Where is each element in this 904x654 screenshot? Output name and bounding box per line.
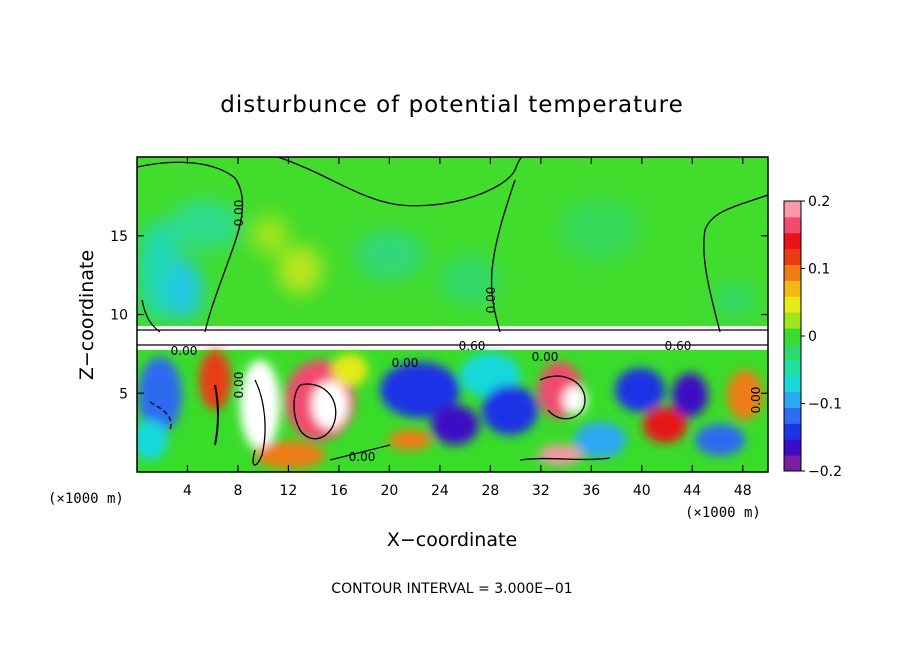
x-unit-label-left: (×1000 m)	[48, 491, 124, 507]
x-axis: 4 8 12 16 20 24 28 32 36 40 44 48	[183, 157, 752, 499]
x-tick-label: 20	[380, 483, 398, 499]
x-tick-label: 16	[330, 483, 348, 499]
upper-layer-field	[137, 157, 768, 332]
lower-layer-anomalies	[137, 350, 763, 469]
contour-interval-footer: CONTOUR INTERVAL = 3.000E−01	[331, 581, 572, 597]
colorbar-tick-label: −0.1	[808, 397, 842, 413]
contour-label: 0.60	[459, 339, 486, 353]
colorbar-swatch	[784, 328, 801, 345]
colorbar-swatch	[784, 216, 801, 234]
colorbar-swatch	[784, 359, 801, 377]
colorbar-swatch	[784, 391, 801, 408]
colorbar: 0.2 0.1 0 −0.1 −0.2	[783, 194, 842, 480]
colorbar-swatch	[784, 232, 801, 250]
colorbar-swatch	[784, 248, 801, 266]
colorbar-swatch	[784, 201, 801, 218]
contour-label: 0.00	[532, 350, 559, 364]
upper-layer-anomalies	[138, 200, 757, 320]
x-axis-label: X−coordinate	[387, 529, 517, 551]
x-tick-label: 44	[683, 483, 701, 499]
x-tick-label: 36	[582, 483, 600, 499]
colorbar-swatch	[784, 312, 801, 329]
contour-label: 0.00	[232, 372, 246, 399]
contour-label: 0.00	[232, 200, 246, 227]
contour-labels: 0.00 0.00 0.00 0.00 0.00 0.00 0.60 0.00 …	[171, 200, 763, 464]
y-tick-label: 15	[110, 229, 128, 245]
colorbar-tick-label: 0.2	[808, 194, 830, 210]
colorbar-swatch	[784, 296, 801, 313]
x-tick-label: 40	[633, 483, 651, 499]
colorbar-swatch	[784, 455, 801, 472]
plot-area: 0.00 0.00 0.00 0.00 0.00 0.00 0.60 0.00 …	[137, 157, 768, 472]
contour-label: 0.00	[392, 356, 419, 370]
y-axis: 5 10 15	[110, 229, 768, 402]
colorbar-swatch	[784, 280, 801, 297]
x-tick-label: 24	[431, 483, 449, 499]
colorbar-swatch	[784, 375, 801, 393]
contour-label: 0.60	[665, 339, 692, 353]
chart-title: disturbunce of potential temperature	[220, 92, 684, 118]
colorbar-swatch	[784, 423, 801, 440]
contour-label: 0.00	[171, 344, 198, 358]
contour-label: 0.00	[749, 387, 763, 414]
colorbar-swatch	[784, 343, 801, 361]
contour-label: 0.00	[349, 450, 376, 464]
x-tick-label: 32	[532, 483, 550, 499]
y-tick-label: 10	[110, 308, 128, 324]
contour-lines	[137, 157, 768, 466]
x-tick-label: 4	[183, 483, 192, 499]
colorbar-swatch	[784, 264, 801, 281]
colorbar-tick-label: 0	[808, 329, 817, 345]
x-tick-label: 28	[481, 483, 499, 499]
y-tick-label: 5	[119, 386, 128, 402]
x-tick-label: 12	[280, 483, 298, 499]
colorbar-swatch	[784, 407, 801, 424]
colorbar-tick-label: 0.1	[808, 262, 830, 278]
x-tick-label: 8	[233, 483, 242, 499]
colorbar-tick-label: −0.2	[808, 464, 842, 480]
contour-label: 0.00	[484, 287, 498, 314]
x-tick-label: 48	[734, 483, 752, 499]
y-axis-label: Z−coordinate	[76, 250, 98, 380]
colorbar-swatch	[784, 439, 801, 456]
x-unit-label-right: (×1000 m)	[685, 505, 761, 521]
